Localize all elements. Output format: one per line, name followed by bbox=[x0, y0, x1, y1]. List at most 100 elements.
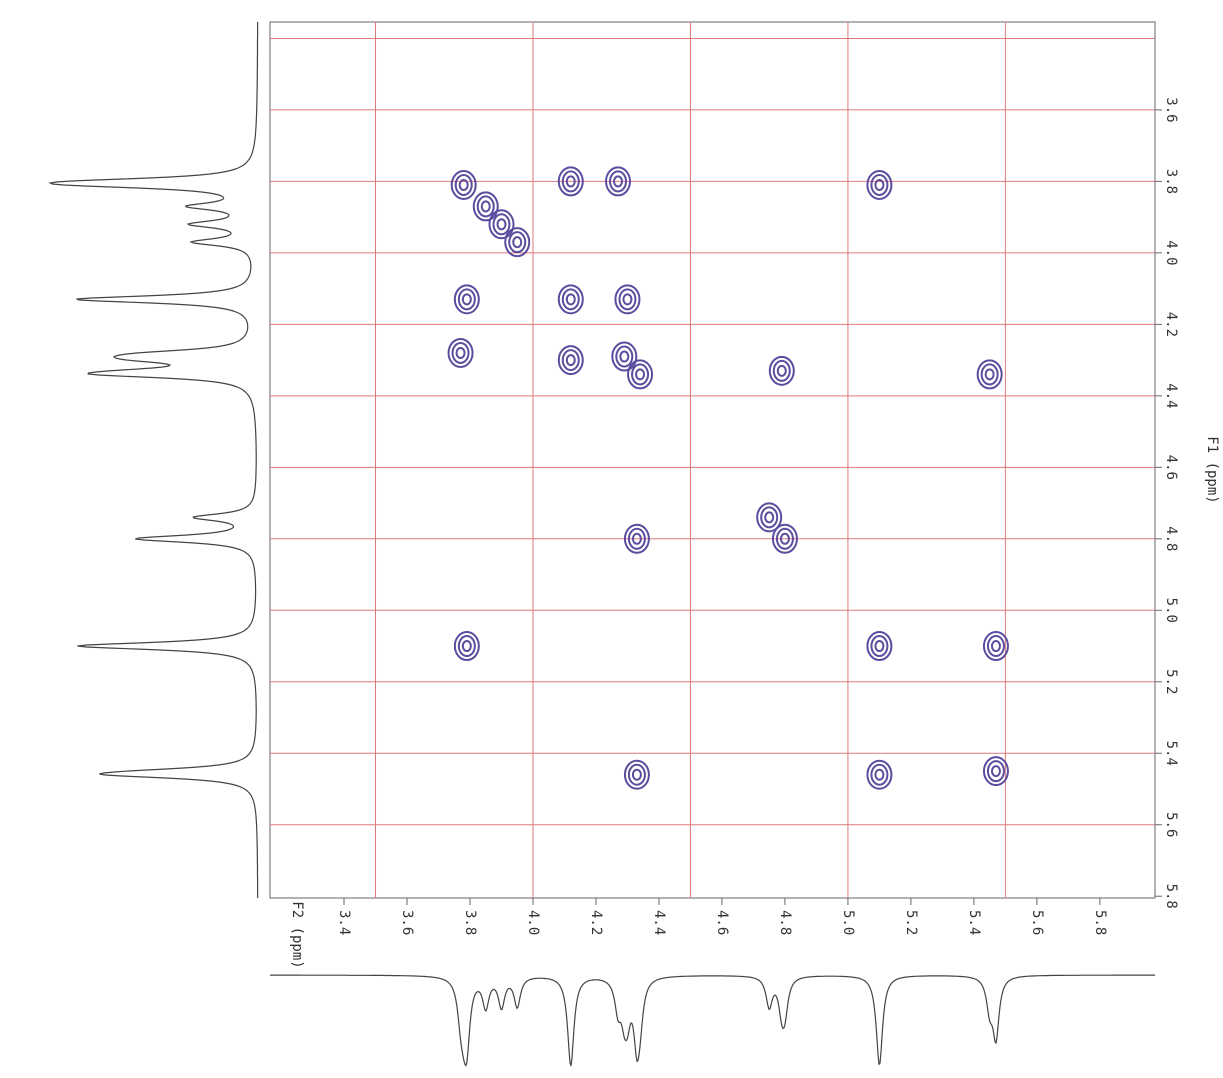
contour-ring bbox=[764, 511, 775, 524]
cross-peak bbox=[450, 169, 477, 200]
contour-ring bbox=[461, 293, 472, 306]
contour-ring bbox=[982, 756, 1009, 787]
contour-ring bbox=[760, 506, 779, 529]
contour-ring bbox=[986, 760, 1005, 783]
contour-ring bbox=[631, 363, 650, 386]
cross-peak bbox=[982, 631, 1009, 662]
contour-ring bbox=[496, 218, 507, 231]
cross-peak bbox=[771, 523, 798, 554]
contour-ring bbox=[619, 350, 630, 363]
x-tick-label: 4.8 bbox=[777, 910, 793, 935]
contour-ring bbox=[611, 341, 638, 372]
contour-ring bbox=[772, 359, 791, 382]
cross-peak bbox=[627, 359, 654, 390]
x-axis-label: F2 (ppm) bbox=[289, 901, 305, 968]
contour-ring bbox=[453, 631, 480, 662]
x-tick-label: 3.8 bbox=[462, 910, 478, 935]
y-tick-label: 5.2 bbox=[1163, 669, 1179, 694]
cross-peak bbox=[504, 227, 531, 258]
cross-peak bbox=[605, 166, 632, 197]
contour-ring bbox=[605, 166, 632, 197]
cross-peak bbox=[623, 523, 650, 554]
contour-ring bbox=[874, 178, 885, 191]
plot-frame bbox=[269, 21, 1156, 899]
cross-peak bbox=[611, 341, 638, 372]
y-tick-label: 4.8 bbox=[1163, 526, 1179, 551]
cross-peak bbox=[768, 355, 795, 386]
contour-ring bbox=[980, 363, 999, 386]
contour-ring bbox=[457, 635, 476, 658]
contour-ring bbox=[627, 527, 646, 550]
contour-ring bbox=[618, 288, 637, 311]
y-tick-label: 4.4 bbox=[1163, 383, 1179, 408]
contour-ring bbox=[451, 341, 470, 364]
y-axis-label: F1 (ppm) bbox=[1204, 436, 1220, 503]
x-tick-label: 4.6 bbox=[714, 910, 730, 935]
contour-ring bbox=[461, 640, 472, 653]
contour-ring bbox=[779, 532, 790, 545]
contour-ring bbox=[453, 284, 480, 315]
contour-ring bbox=[613, 175, 624, 188]
y-tick-label: 5.6 bbox=[1163, 812, 1179, 837]
contour-ring bbox=[457, 288, 476, 311]
contour-ring bbox=[976, 359, 1003, 390]
cross-peak bbox=[453, 631, 480, 662]
x-tick-label: 5.4 bbox=[966, 910, 982, 935]
y-tick-label: 4.2 bbox=[1163, 312, 1179, 337]
contour-ring bbox=[874, 640, 885, 653]
contour-ring bbox=[622, 293, 633, 306]
cross-peak bbox=[866, 631, 893, 662]
x-tick-label: 5.8 bbox=[1092, 910, 1108, 935]
contour-ring bbox=[561, 349, 580, 372]
contour-ring bbox=[990, 765, 1001, 778]
contour-ring bbox=[866, 631, 893, 662]
cross-peak bbox=[614, 284, 641, 315]
f1-projection bbox=[48, 22, 259, 898]
contour-ring bbox=[492, 213, 511, 236]
contour-ring bbox=[775, 527, 794, 550]
cross-peak bbox=[453, 284, 480, 315]
contour-ring bbox=[768, 355, 795, 386]
contour-ring bbox=[561, 288, 580, 311]
contour-ring bbox=[472, 191, 499, 222]
contour-ring bbox=[984, 368, 995, 381]
contour-ring bbox=[565, 175, 576, 188]
contour-ring bbox=[866, 759, 893, 790]
y-tick-label: 4.0 bbox=[1163, 240, 1179, 265]
cross-peak bbox=[488, 209, 515, 240]
f2-projection bbox=[270, 974, 1155, 1067]
x-tick-label: 5.6 bbox=[1029, 910, 1045, 935]
contour-ring bbox=[615, 345, 634, 368]
contour-ring bbox=[609, 170, 628, 193]
contour-ring bbox=[488, 209, 515, 240]
contour-ring bbox=[561, 170, 580, 193]
contour-ring bbox=[623, 523, 650, 554]
contour-ring bbox=[450, 169, 477, 200]
y-tick-label: 3.8 bbox=[1163, 169, 1179, 194]
contour-ring bbox=[631, 768, 642, 781]
cross-peak bbox=[447, 337, 474, 368]
contour-ring bbox=[870, 763, 889, 786]
y-tick-label: 5.8 bbox=[1163, 884, 1179, 909]
contour-ring bbox=[870, 173, 889, 196]
x-tick-label: 5.0 bbox=[840, 910, 856, 935]
contour-ring bbox=[986, 635, 1005, 658]
cross-peak bbox=[982, 756, 1009, 787]
x-tick-label: 4.4 bbox=[651, 910, 667, 935]
cross-peak bbox=[866, 169, 893, 200]
contour-ring bbox=[982, 631, 1009, 662]
cross-peak bbox=[472, 191, 499, 222]
contour-ring bbox=[627, 763, 646, 786]
contour-ring bbox=[504, 227, 531, 258]
contour-ring bbox=[866, 169, 893, 200]
contour-ring bbox=[557, 345, 584, 376]
cross-peak bbox=[623, 759, 650, 790]
cross-peak bbox=[557, 166, 584, 197]
contour-ring bbox=[565, 354, 576, 367]
contour-ring bbox=[990, 640, 1001, 653]
contour-ring bbox=[631, 532, 642, 545]
cross-peak bbox=[866, 759, 893, 790]
contour-ring bbox=[635, 368, 646, 381]
cross-peak bbox=[976, 359, 1003, 390]
contour-ring bbox=[512, 236, 523, 249]
